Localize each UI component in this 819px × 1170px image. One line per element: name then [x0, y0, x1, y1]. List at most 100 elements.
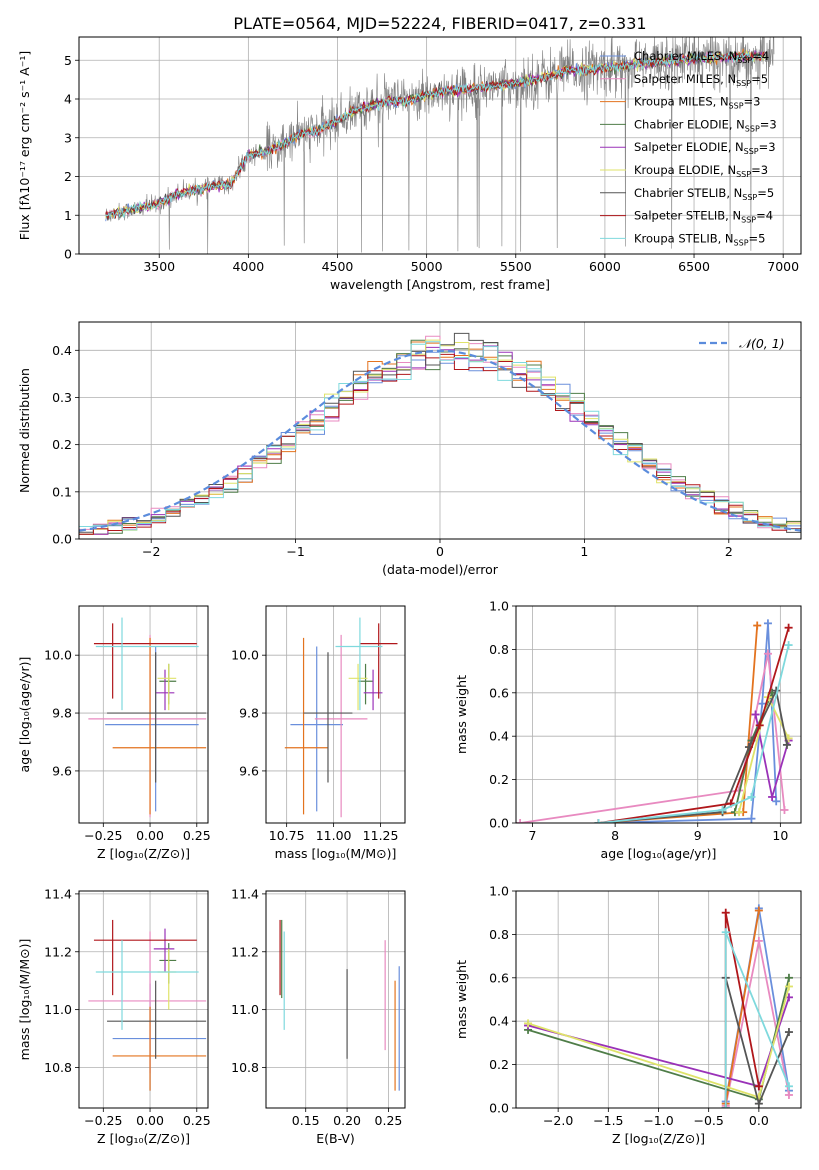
massweight-line — [724, 977, 790, 1107]
y-tick-label: 9.8 — [239, 706, 259, 721]
legend-label: Kroupa ELODIE, NSSP=3 — [634, 163, 768, 179]
y-tick-label: 0.6 — [489, 685, 509, 700]
x-axis-label: E(B-V) — [316, 1131, 355, 1146]
errorbar-point — [105, 646, 199, 812]
plus-marker — [718, 805, 727, 814]
y-tick-label: 0.8 — [489, 927, 509, 942]
y-tick-label: 11.0 — [231, 1002, 259, 1017]
y-tick-label: 0.4 — [489, 729, 509, 744]
plus-marker — [516, 819, 525, 823]
y-tick-label: 0.2 — [489, 1057, 509, 1072]
y-tick-label: 3 — [64, 130, 72, 145]
y-axis-label: mass weight — [454, 675, 469, 754]
x-tick-label: 0.00 — [136, 828, 164, 843]
plus-marker — [747, 814, 756, 823]
chart-age_vs_Z: −0.25 0.00 0.25 9.6 9.8 10.0 Z [log₁₀(Z/Z⊙)] ag… — [17, 605, 211, 861]
errorbar-point — [363, 669, 383, 711]
x-tick-label: 2 — [725, 544, 733, 559]
y-tick-label: 9.6 — [239, 763, 259, 778]
legend-label: Kroupa MILES, NSSP=3 — [634, 95, 760, 111]
massweight-line — [598, 644, 790, 823]
plus-marker — [735, 808, 744, 817]
model-spectrum-line — [105, 51, 765, 220]
x-tick-label: 0.15 — [292, 1113, 320, 1128]
x-axis-label: mass [log₁₀(M/M⊙)] — [275, 846, 397, 861]
y-tick-label: 10.8 — [231, 1060, 259, 1075]
y-axis-label: age [log₁₀(age/yr)] — [17, 657, 32, 773]
y-tick-label: 10.8 — [44, 1060, 72, 1075]
x-tick-label: 5000 — [411, 259, 443, 274]
legend-label: Chabrier MILES, NSSP=4 — [634, 49, 769, 65]
chart-massweight_vs_Z: −2.0 −1.5 −1.0 −0.5 0.0 0.0 0.2 0.4 0.6 0.8 1.0 Z [… — [454, 884, 802, 1146]
plot-area — [279, 919, 400, 1091]
chart-residuals: −2 −1 0 1 2 0.0 0.1 0.2 0.3 0.4 (data-model)/error… — [17, 321, 802, 577]
errorbar-point — [112, 1006, 207, 1091]
axes-frame — [78, 890, 209, 1109]
x-tick-label: 0.25 — [183, 828, 211, 843]
legend-label: Salpeter MILES, NSSP=5 — [634, 72, 768, 88]
x-tick-label: 0.0 — [749, 1113, 769, 1128]
plus-marker — [747, 792, 756, 801]
plus-marker — [524, 1019, 533, 1028]
errorbar-point — [112, 983, 207, 1091]
errorbar-point — [284, 637, 328, 815]
plot-area — [524, 904, 793, 1108]
axes-frame — [515, 890, 802, 1109]
errorbar-point — [93, 919, 197, 996]
plus-marker — [754, 1099, 763, 1108]
x-axis-label: age [log₁₀(age/yr)] — [601, 846, 717, 861]
plus-marker — [721, 908, 730, 917]
x-tick-label: 0.00 — [136, 1113, 164, 1128]
plus-marker — [763, 619, 772, 628]
chart-massweight_vs_age: 7 8 9 10 0.0 0.2 0.4 0.6 0.8 1.0 age [log₁₀(age/yr… — [454, 599, 802, 861]
plot-area — [105, 37, 775, 254]
grid — [79, 606, 208, 823]
plus-marker — [784, 1082, 793, 1091]
legend-label: Salpeter ELODIE, NSSP=3 — [634, 140, 776, 156]
plus-marker — [784, 1090, 793, 1099]
y-tick-label: 11.4 — [44, 886, 72, 901]
legend-label: Kroupa STELIB, NSSP=5 — [634, 231, 765, 247]
x-tick-label: 1 — [580, 544, 588, 559]
x-tick-label: 5500 — [500, 259, 532, 274]
y-tick-label: 0.2 — [489, 772, 509, 787]
plus-marker — [763, 649, 772, 658]
plus-marker — [784, 1028, 793, 1037]
legend-label: Salpeter STELIB, NSSP=4 — [634, 209, 773, 225]
y-tick-label: 4 — [64, 92, 72, 107]
y-tick-label: 11.2 — [44, 944, 72, 959]
y-tick-label: 9.6 — [52, 763, 72, 778]
errorbar-point — [155, 669, 175, 711]
y-tick-label: 9.8 — [52, 706, 72, 721]
y-tick-label: 0.2 — [52, 437, 72, 452]
y-tick-label: 11.4 — [231, 886, 259, 901]
x-tick-label: 4000 — [232, 259, 264, 274]
y-tick-label: 5 — [64, 53, 72, 68]
errorbar-point — [95, 940, 199, 1030]
axes-frame — [515, 605, 802, 824]
plus-marker — [594, 819, 603, 823]
x-tick-label: −0.25 — [84, 1113, 122, 1128]
plot-area — [88, 919, 207, 1091]
x-axis-label: (data-model)/error — [382, 562, 499, 577]
y-tick-label: 0.8 — [489, 642, 509, 657]
plus-marker — [784, 623, 793, 632]
massweight-line — [724, 910, 760, 1104]
legend-label: Chabrier STELIB, NSSP=5 — [634, 186, 774, 202]
errorbar-point — [112, 637, 207, 815]
x-axis-label: Z [log₁₀(Z/Z⊙)] — [97, 1131, 190, 1146]
x-tick-label: −0.5 — [693, 1113, 723, 1128]
x-tick-label: −1.0 — [643, 1113, 673, 1128]
grid — [266, 606, 405, 823]
errorbar-point — [159, 663, 177, 705]
errorbar-point — [95, 617, 199, 711]
x-tick-label: 0.20 — [333, 1113, 361, 1128]
plus-marker — [768, 792, 777, 801]
x-tick-label: −1.5 — [593, 1113, 623, 1128]
plus-marker — [782, 740, 791, 749]
y-tick-label: 0.1 — [52, 484, 72, 499]
axes-frame — [78, 36, 802, 255]
errorbar-point — [153, 928, 175, 973]
plot-area — [88, 617, 207, 818]
